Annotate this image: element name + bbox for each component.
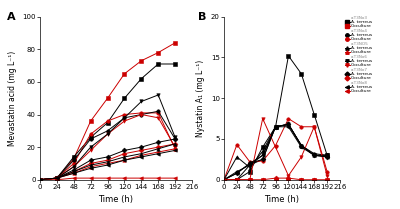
Y-axis label: Mevastatin acid (mg L⁻¹): Mevastatin acid (mg L⁻¹) [8,51,17,146]
X-axis label: Time (h): Time (h) [264,195,300,204]
Text: A: A [6,12,15,22]
X-axis label: Time (h): Time (h) [98,195,134,204]
Text: B: B [198,12,207,22]
Y-axis label: Nystatin A₁ (mg L⁻¹): Nystatin A₁ (mg L⁻¹) [196,60,205,137]
Legend: a.T3No3, A. terreus, Coculture, a.T3No4, A. terreus, Coculture, a.T3NO5, A. terr: a.T3No3, A. terreus, Coculture, a.T3No4,… [344,16,372,93]
